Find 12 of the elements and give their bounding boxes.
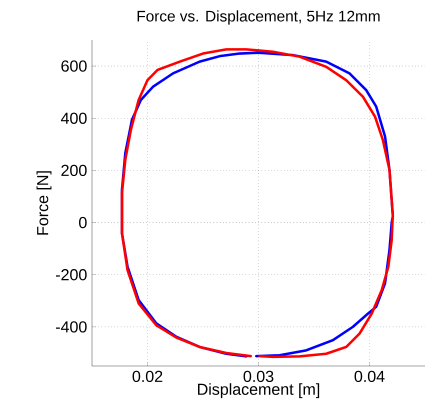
- y-tick-label: -400: [56, 321, 87, 333]
- x-tick-label: 0.03: [244, 370, 274, 382]
- y-axis-title: Force [N]: [36, 171, 52, 235]
- y-tick-label: 200: [61, 164, 87, 176]
- x-tick-label: 0.02: [132, 370, 162, 382]
- y-tick-label: 600: [61, 60, 87, 72]
- chart-title: Force vs. Displacement, 5Hz 12mm: [138, 10, 380, 25]
- y-tick-label: 0: [79, 216, 87, 228]
- x-tick-label: 0.04: [354, 370, 385, 382]
- y-tick-label: 400: [60, 112, 87, 124]
- x-axis-title: Displacement [m]: [198, 383, 320, 398]
- y-tick-label: -200: [56, 269, 87, 280]
